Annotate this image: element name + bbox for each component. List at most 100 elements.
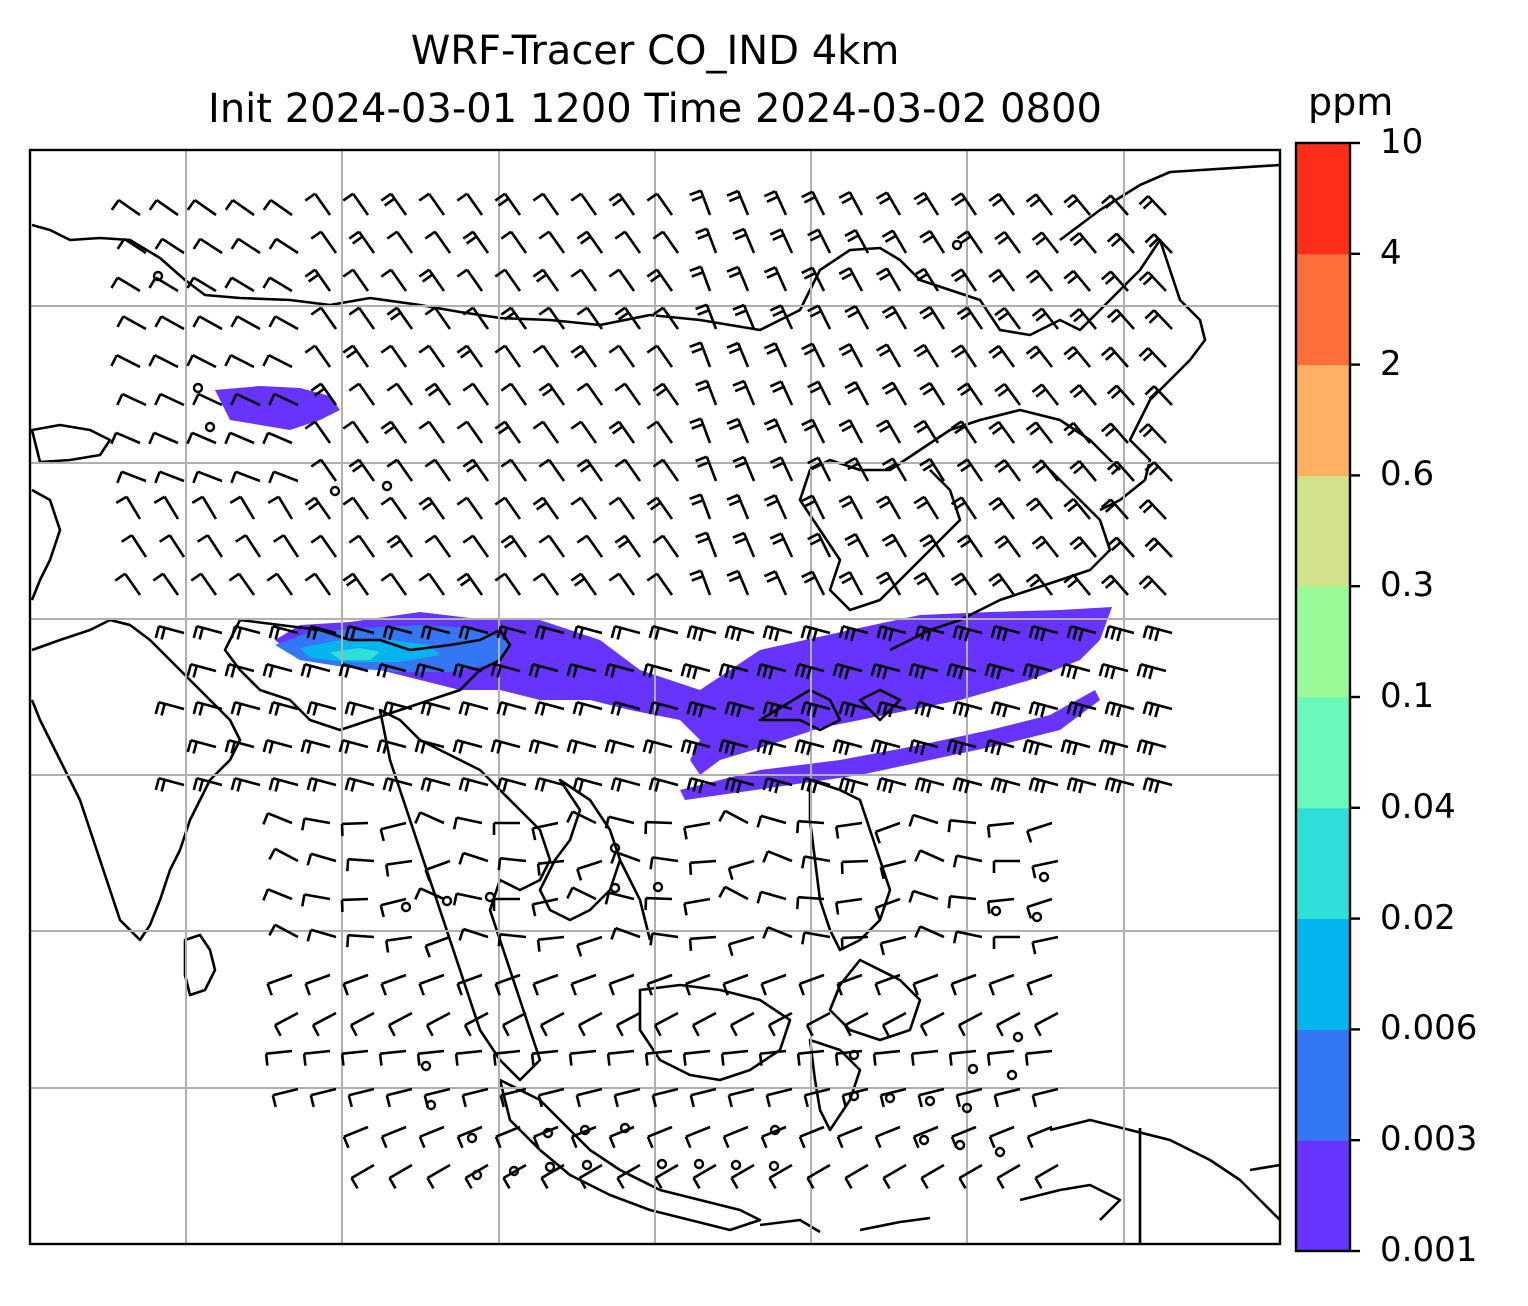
wind-barb [191, 495, 218, 520]
wind-barb [1063, 345, 1092, 368]
colorbar-segment [1296, 364, 1350, 476]
wind-barb [1031, 383, 1060, 406]
wind-barb [346, 933, 375, 948]
wind-barb [756, 890, 787, 904]
wind-barb [604, 739, 635, 754]
wind-barb [984, 663, 1015, 680]
calm-wind-marker [466, 1132, 478, 1144]
wind-barb [914, 777, 945, 794]
wind-barb [418, 496, 446, 520]
wind-barb [577, 1011, 603, 1037]
wind-barb [952, 701, 983, 718]
wind-barb [724, 777, 755, 794]
wind-barb [532, 420, 560, 444]
wind-barb [838, 266, 864, 292]
wind-barb [988, 496, 1016, 520]
wind-barb [870, 739, 901, 756]
wind-barb [652, 306, 680, 330]
wind-barb [342, 1125, 369, 1149]
wind-barb [192, 237, 223, 255]
calm-wind-marker [609, 882, 621, 894]
wind-barb [462, 458, 490, 482]
calm-wind-marker [544, 1161, 556, 1173]
wind-barb [494, 192, 522, 216]
wind-barb [908, 813, 939, 827]
wind-barb [224, 739, 255, 754]
wind-barb [575, 1087, 603, 1108]
wind-barb [1063, 193, 1092, 216]
wind-barb [186, 354, 217, 369]
wind-barb [268, 392, 299, 407]
wind-barb [615, 1011, 641, 1037]
wind-barb [683, 897, 711, 916]
wind-barb [262, 739, 293, 754]
wind-barb [608, 572, 636, 596]
wind-barb [994, 230, 1022, 254]
wind-barb [456, 496, 484, 520]
wind-barb [692, 1163, 717, 1190]
wind-barb [462, 534, 490, 558]
wind-barb [385, 859, 413, 877]
wind-barb [1104, 777, 1135, 794]
wind-barb [304, 268, 332, 292]
wind-barb [689, 493, 712, 520]
wind-barb [614, 458, 642, 482]
calm-wind-marker [1038, 871, 1050, 883]
wind-barb [148, 431, 179, 445]
wind-barb [224, 431, 255, 445]
calm-wind-marker [425, 1099, 437, 1111]
wind-barb [1069, 536, 1098, 558]
wind-barb [724, 625, 755, 642]
wind-barb [494, 496, 522, 520]
wind-barb [1031, 231, 1060, 254]
wind-barb [576, 306, 604, 330]
plume-upper-left [215, 386, 340, 430]
wind-barb [262, 199, 293, 217]
wind-barb [536, 859, 565, 876]
wind-barb [115, 495, 142, 520]
wind-barb [875, 343, 902, 368]
wind-barb [154, 392, 185, 407]
wind-barb [872, 1049, 901, 1066]
wind-barb [380, 1125, 407, 1149]
wind-barb [726, 189, 750, 216]
wind-barb [416, 1049, 445, 1066]
wind-barb [758, 1049, 787, 1066]
wind-barb [768, 1163, 793, 1190]
wind-barb [310, 534, 338, 558]
wind-barb [414, 811, 445, 825]
wind-barb [338, 739, 369, 754]
wind-barb [1063, 421, 1092, 444]
wind-barb [1106, 460, 1135, 482]
wind-barb [262, 888, 293, 901]
wind-barb [1104, 625, 1135, 642]
wind-barb [919, 533, 946, 558]
calm-wind-marker [656, 1158, 668, 1170]
wind-barb [801, 418, 826, 444]
wind-barb [120, 534, 148, 558]
wind-barb [763, 342, 788, 368]
wind-barb [992, 859, 1020, 873]
wind-barb [500, 458, 528, 482]
wind-barb [386, 534, 414, 558]
wind-barb [186, 663, 217, 678]
wind-barb [1100, 270, 1129, 292]
wind-barb [875, 419, 902, 444]
wind-barb [301, 893, 331, 907]
wind-barb [570, 496, 598, 520]
wind-barb [920, 1163, 945, 1190]
wind-barb [306, 625, 337, 640]
wind-barb [610, 701, 641, 716]
wind-barb [881, 381, 908, 406]
wind-barb [1033, 1011, 1059, 1037]
wind-barb [917, 1087, 945, 1108]
wind-barb [1063, 573, 1092, 596]
colorbar-unit: ppm [1308, 80, 1394, 124]
wind-barb [653, 1011, 679, 1037]
wind-barb [1025, 421, 1054, 444]
wind-barb [532, 572, 560, 596]
wind-barb [452, 816, 483, 830]
wind-barb [1025, 497, 1054, 520]
wind-barb [718, 809, 749, 825]
wind-barb [500, 382, 528, 406]
